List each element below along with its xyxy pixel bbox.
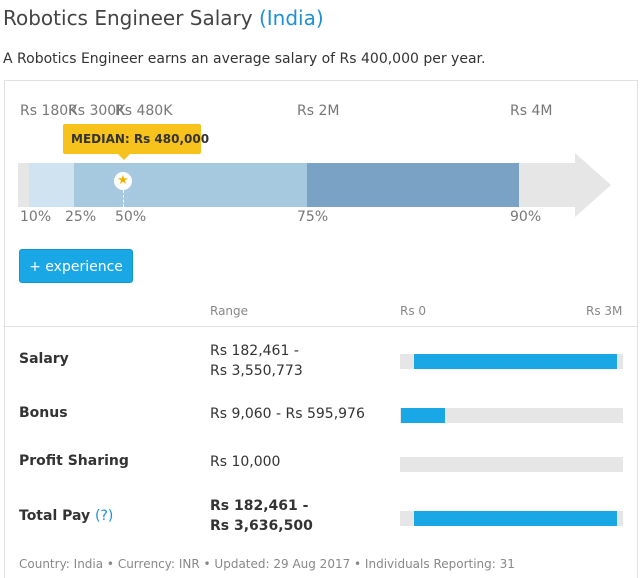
row-label: Profit Sharing	[19, 453, 129, 469]
top-label-p90: Rs 4M	[510, 103, 553, 119]
salary-summary: A Robotics Engineer earns an average sal…	[3, 51, 486, 67]
percentile-bar	[18, 163, 575, 207]
row-range: Rs 9,060 - Rs 595,976	[210, 404, 365, 424]
bar-arrow-head	[575, 153, 611, 217]
bottom-label-p75: 75%	[297, 209, 329, 225]
row-label-text: Total Pay	[19, 508, 91, 524]
row-range-line1: Rs 9,060 - Rs 595,976	[210, 406, 365, 422]
row-label: Total Pay (?)	[19, 508, 113, 524]
row-range-line1: Rs 182,461 -	[210, 498, 309, 514]
page-title: Robotics Engineer Salary (India)	[3, 6, 324, 30]
row-label: Salary	[19, 351, 69, 367]
bottom-label-p50: 50%	[115, 209, 147, 225]
bottom-label-p90: 90%	[510, 209, 542, 225]
add-experience-button[interactable]: + experience	[19, 249, 133, 283]
median-tag: MEDIAN: Rs 480,000	[63, 124, 209, 160]
row-label: Bonus	[19, 405, 68, 421]
range-bar-track	[400, 354, 623, 369]
range-column-header: Range	[210, 304, 249, 318]
range-bar-fill	[401, 408, 445, 423]
row-range: Rs 182,461 - Rs 3,636,500	[210, 496, 313, 536]
range-bar-fill	[414, 511, 617, 526]
bar-p75-p90	[307, 163, 519, 207]
row-range: Rs 10,000	[210, 452, 280, 472]
row-range-line1: Rs 10,000	[210, 454, 281, 470]
top-label-p50: Rs 480K	[115, 103, 173, 119]
help-link[interactable]: (?)	[95, 508, 114, 524]
top-label-p10: Rs 180K	[20, 103, 78, 119]
title-location: (India)	[258, 6, 324, 30]
top-label-p75: Rs 2M	[297, 103, 340, 119]
top-label-p25: Rs 300K	[68, 103, 126, 119]
range-bar-track	[400, 511, 623, 526]
row-range-line1: Rs 182,461 -	[210, 343, 299, 359]
bar-p25-p75	[74, 163, 307, 207]
row-range-line2: Rs 3,550,773	[210, 363, 303, 379]
median-marker-line	[123, 190, 124, 212]
star-icon: ★	[114, 172, 132, 190]
row-range-line2: Rs 3,636,500	[210, 518, 313, 534]
title-text: Robotics Engineer Salary	[3, 6, 253, 30]
range-bar-track	[400, 408, 623, 423]
row-range: Rs 182,461 - Rs 3,550,773	[210, 341, 303, 381]
range-bar-fill	[414, 354, 617, 369]
scale-min-label: Rs 0	[400, 304, 427, 318]
bottom-label-p10: 10%	[20, 209, 52, 225]
scale-max-label: Rs 3M	[586, 304, 623, 318]
bottom-label-p25: 25%	[65, 209, 97, 225]
table-divider	[4, 326, 638, 327]
range-bar-track	[400, 457, 623, 472]
footer-meta: Country: India • Currency: INR • Updated…	[19, 557, 515, 571]
salary-card	[4, 80, 638, 578]
